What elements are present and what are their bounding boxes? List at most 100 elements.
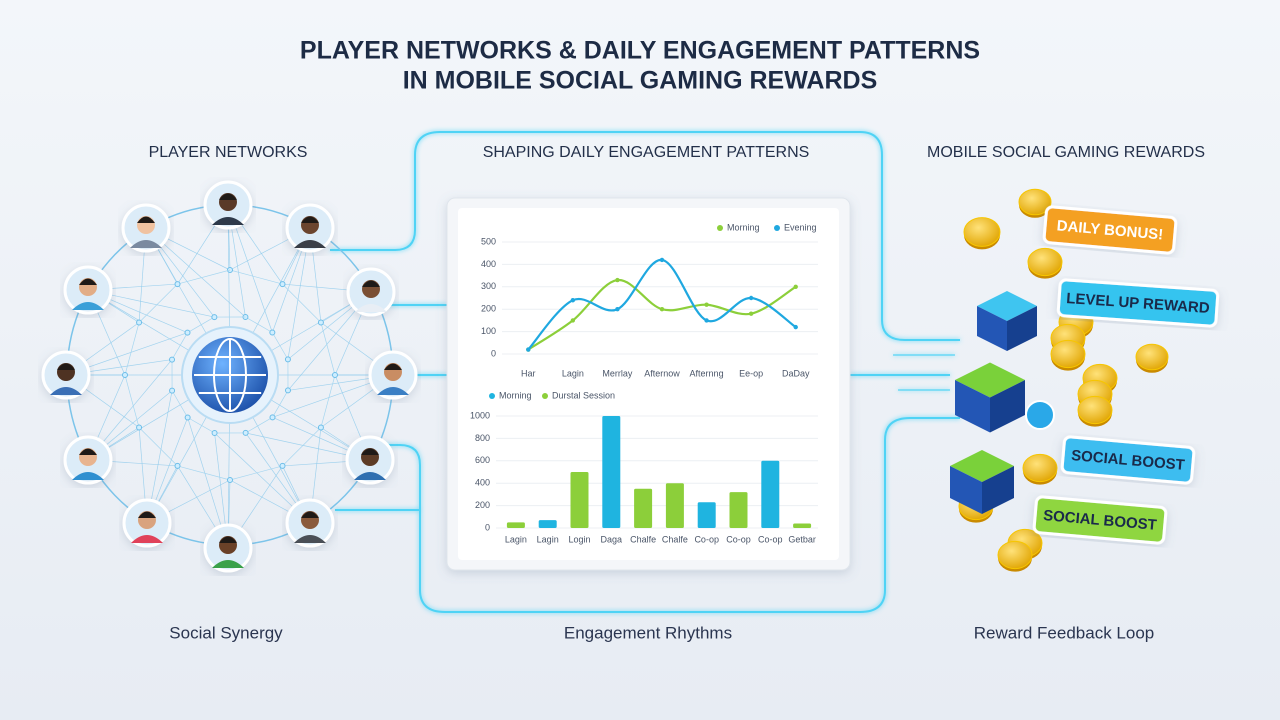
avatar-hair — [79, 448, 97, 455]
avatar-body — [212, 560, 244, 568]
title-line: PLAYER NETWORKS & DAILY ENGAGEMENT PATTE… — [300, 37, 980, 65]
avatar-hair — [137, 216, 155, 223]
network-link — [138, 427, 178, 467]
avatar-hair — [362, 280, 380, 287]
y-tick-label: 200 — [481, 304, 496, 314]
network-node — [136, 319, 143, 326]
avatar-body — [50, 387, 82, 395]
line-point — [793, 284, 798, 289]
bar — [538, 520, 557, 528]
network-node — [122, 372, 128, 378]
x-tick-label: Afternng — [690, 368, 724, 378]
x-tick-label: Chalfe — [630, 534, 656, 544]
avatar-body — [354, 472, 386, 480]
network-node — [317, 319, 324, 326]
line-point — [659, 257, 665, 263]
x-tick-label: Har — [521, 368, 536, 378]
y-tick-label: 500 — [481, 236, 496, 246]
coin — [1022, 453, 1058, 483]
network-node — [279, 281, 286, 288]
connector-top — [330, 131, 960, 341]
x-tick-label: DaDay — [782, 368, 810, 378]
network-node — [227, 477, 233, 483]
chart-card — [458, 208, 839, 560]
section-caption: Reward Feedback Loop — [974, 623, 1155, 642]
network-node — [284, 387, 291, 394]
section-heading: SHAPING DAILY ENGAGEMENT PATTERNS — [483, 144, 810, 161]
avatar-hair — [219, 536, 237, 543]
line-point — [570, 298, 576, 303]
network-link — [245, 417, 273, 434]
line-point — [748, 295, 754, 301]
reward-box — [977, 306, 1007, 351]
section-caption: Social Synergy — [169, 623, 283, 642]
network-link — [187, 417, 215, 434]
y-tick-label: 300 — [481, 281, 496, 291]
line-point — [704, 318, 709, 323]
network-node — [242, 429, 249, 436]
bar — [602, 416, 621, 528]
avatar-body — [131, 535, 163, 543]
network-link — [245, 316, 273, 333]
y-tick-label: 600 — [475, 455, 490, 465]
avatar-hair — [301, 511, 319, 518]
coin — [1135, 343, 1169, 371]
network-node — [211, 314, 218, 321]
x-tick-label: Login — [568, 534, 590, 544]
legend-label: Durstal Session — [552, 390, 615, 400]
y-tick-label: 0 — [491, 348, 496, 358]
reward-badge-bg — [1060, 435, 1196, 485]
avatar-body — [294, 535, 326, 543]
avatar-hair — [57, 363, 75, 370]
y-tick-label: 200 — [475, 500, 490, 510]
network-link — [124, 322, 140, 376]
avatar-body — [377, 387, 409, 395]
avatar-hair — [301, 216, 319, 223]
reward-box — [990, 380, 1025, 433]
avatar-hair — [361, 448, 379, 455]
line-point — [615, 277, 620, 283]
network-link — [177, 269, 231, 285]
network-node — [169, 356, 176, 363]
legend-label: Morning — [727, 222, 760, 232]
coin — [963, 217, 1001, 247]
section-caption: Engagement Rhythms — [564, 623, 732, 642]
line-point — [748, 311, 754, 316]
line-point — [615, 307, 620, 312]
network-node — [184, 329, 191, 336]
x-tick-label: Co-op — [758, 534, 783, 544]
reward-token — [1025, 400, 1055, 430]
reward-badge: DAILY BONUS! — [1042, 205, 1178, 255]
network-link — [124, 374, 140, 428]
network-link — [282, 283, 322, 323]
reward-box — [955, 380, 990, 433]
avatar-hair — [219, 193, 237, 200]
avatar-body — [355, 304, 387, 312]
legend-label: Evening — [784, 222, 817, 232]
x-tick-label: Ee-op — [739, 368, 763, 378]
network-link — [138, 283, 178, 323]
network-node — [184, 414, 191, 421]
coin — [1027, 247, 1063, 277]
reward-badge: SOCIAL BOOST — [1060, 435, 1196, 485]
coin — [1050, 339, 1086, 369]
x-tick-label: Lagin — [562, 368, 584, 378]
player-network — [41, 180, 418, 573]
network-link — [177, 465, 231, 481]
line-point — [704, 302, 709, 307]
coin — [997, 540, 1033, 570]
network-node — [269, 414, 276, 421]
bar — [729, 492, 748, 528]
reward-badge-bg — [1042, 205, 1178, 255]
network-node — [269, 329, 276, 336]
legend-swatch — [717, 225, 723, 231]
title-line: IN MOBILE SOCIAL GAMING REWARDS — [403, 67, 878, 95]
x-tick-label: Lagin — [537, 534, 559, 544]
coin — [1077, 395, 1113, 425]
x-tick-label: Co-op — [694, 534, 719, 544]
bar — [697, 502, 716, 528]
network-link — [320, 322, 336, 376]
line-point — [526, 347, 531, 352]
reward-badge: SOCIAL BOOST — [1032, 495, 1168, 545]
network-node — [169, 387, 176, 394]
